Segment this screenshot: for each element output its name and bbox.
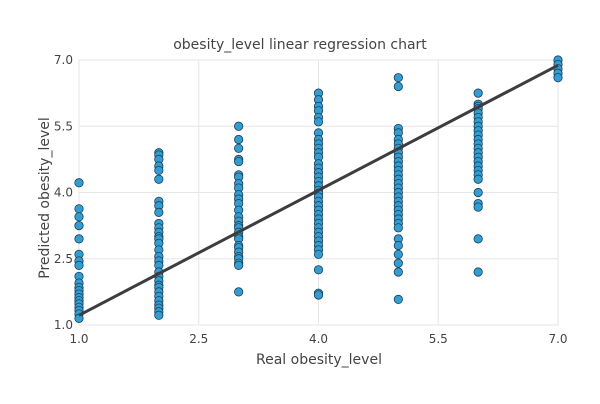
data-point [473, 174, 483, 184]
data-point [313, 290, 324, 300]
data-point [74, 260, 84, 270]
x-tick-label: 1.0 [69, 332, 88, 346]
data-point [154, 310, 164, 320]
data-point [473, 267, 483, 277]
data-point [234, 260, 244, 270]
data-point [553, 73, 563, 83]
data-point [154, 174, 164, 184]
data-point [234, 121, 244, 131]
data-point [74, 178, 84, 188]
data-point [154, 207, 164, 217]
data-point [74, 221, 84, 231]
y-tick-label: 4.0 [54, 186, 73, 200]
data-point [234, 143, 244, 153]
plot-area [78, 59, 559, 326]
data-point [313, 249, 324, 259]
y-axis-title: Predicted obesity_level [37, 117, 53, 279]
y-tick-label: 5.5 [54, 119, 73, 133]
y-tick-label: 7.0 [54, 53, 73, 67]
data-point [393, 267, 403, 277]
data-point [393, 81, 403, 92]
x-tick-label: 5.5 [429, 332, 448, 346]
regression-line [78, 63, 559, 317]
data-points [74, 55, 563, 323]
y-tick-label: 1.0 [54, 318, 73, 332]
data-point [393, 240, 403, 251]
y-tick-label: 2.5 [54, 252, 73, 266]
data-point [393, 258, 403, 268]
data-point [234, 156, 244, 167]
x-tick-label: 2.5 [189, 332, 208, 346]
data-point [234, 134, 244, 145]
data-point [74, 234, 84, 244]
data-point [154, 165, 164, 176]
x-tick-label: 4.0 [309, 332, 328, 346]
regression-line-group [78, 63, 559, 317]
data-point [393, 223, 403, 233]
data-point [313, 265, 324, 275]
data-point [473, 88, 483, 98]
data-point [74, 212, 84, 222]
data-point [393, 73, 403, 83]
y-axis-ticks: 1.0 2.5 4.0 5.5 7.0 [54, 53, 73, 332]
data-point [473, 234, 483, 244]
data-point [313, 117, 324, 127]
data-point [393, 249, 403, 259]
x-axis-title: Real obesity_level [256, 352, 382, 368]
data-point [393, 294, 403, 304]
data-point [473, 187, 483, 198]
chart-title: obesity_level linear regression chart [173, 37, 427, 53]
x-tick-label: 7.0 [548, 332, 567, 346]
data-point [473, 202, 483, 212]
data-point [234, 287, 244, 297]
x-axis-ticks: 1.0 2.5 4.0 5.5 7.0 [69, 332, 567, 346]
data-point [74, 204, 84, 214]
